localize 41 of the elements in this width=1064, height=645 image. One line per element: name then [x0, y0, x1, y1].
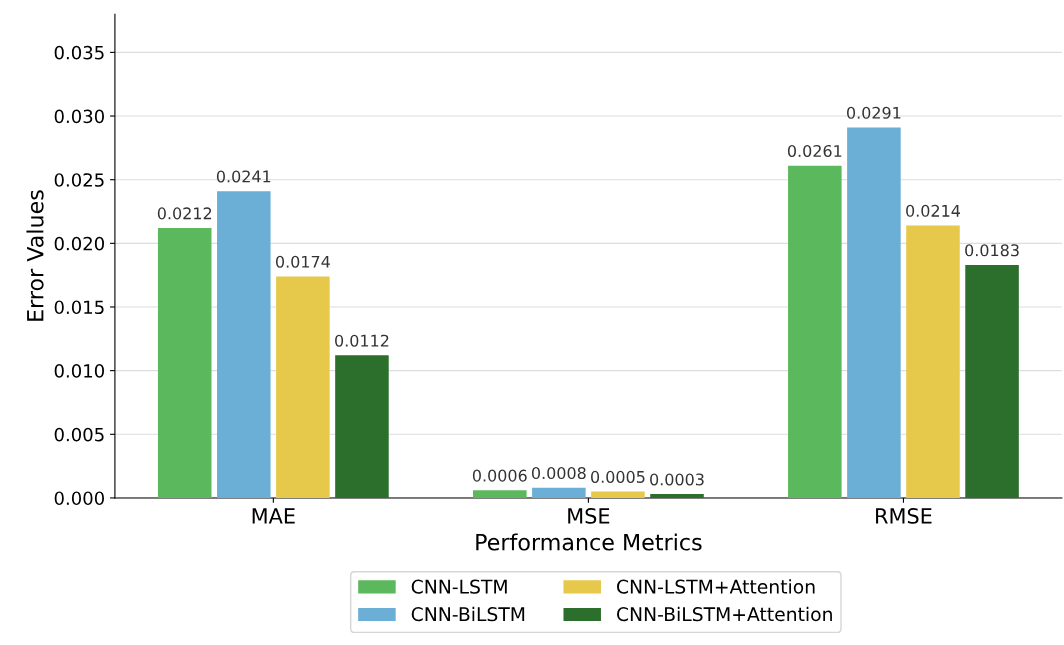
legend-label: CNN-LSTM+Attention [617, 579, 815, 594]
data-label: 0.0241 [216, 170, 271, 183]
y-axis-title: Error Values [26, 190, 44, 321]
data-label: 0.0212 [157, 207, 212, 220]
data-label: 0.0261 [787, 144, 842, 158]
y-tick-label: 0.025 [54, 173, 104, 187]
x-axis-title: Performance Metrics [476, 533, 702, 551]
x-tick-label: RMSE [876, 508, 932, 524]
bar [157, 228, 212, 498]
data-label: 0.0174 [275, 255, 330, 268]
bar [650, 494, 704, 498]
bar [847, 127, 901, 498]
legend-label: CNN-BiLSTM+Attention [617, 606, 832, 622]
data-label: 0.0006 [472, 469, 527, 482]
y-tick-label: 0.000 [54, 491, 104, 506]
bar [965, 264, 1019, 498]
bar [276, 276, 330, 498]
y-tick-label: 0.010 [54, 364, 104, 378]
bar [473, 490, 527, 498]
bar [335, 355, 389, 498]
y-tick-label: 0.005 [54, 427, 104, 442]
bar [591, 491, 645, 498]
bar [217, 191, 271, 498]
legend-label: CNN-LSTM [411, 579, 507, 594]
data-label: 0.0112 [335, 334, 389, 347]
y-tick-label: 0.030 [54, 109, 104, 124]
y-tick-label: 0.035 [54, 45, 104, 60]
y-tick-label: 0.020 [54, 236, 104, 251]
legend-label: CNN-BiLSTM [411, 606, 525, 622]
data-label: 0.0005 [591, 470, 645, 483]
data-label: 0.0291 [847, 106, 901, 119]
x-tick-label: MSE [568, 508, 610, 524]
bar [788, 165, 842, 498]
bar [532, 487, 586, 498]
data-label: 0.0183 [965, 244, 1019, 257]
data-label: 0.0008 [531, 467, 586, 480]
y-tick-label: 0.015 [54, 300, 104, 315]
data-label: 0.0003 [650, 473, 704, 486]
bar [906, 225, 960, 498]
x-tick-label: MAE [252, 508, 295, 524]
data-label: 0.0214 [906, 204, 961, 217]
